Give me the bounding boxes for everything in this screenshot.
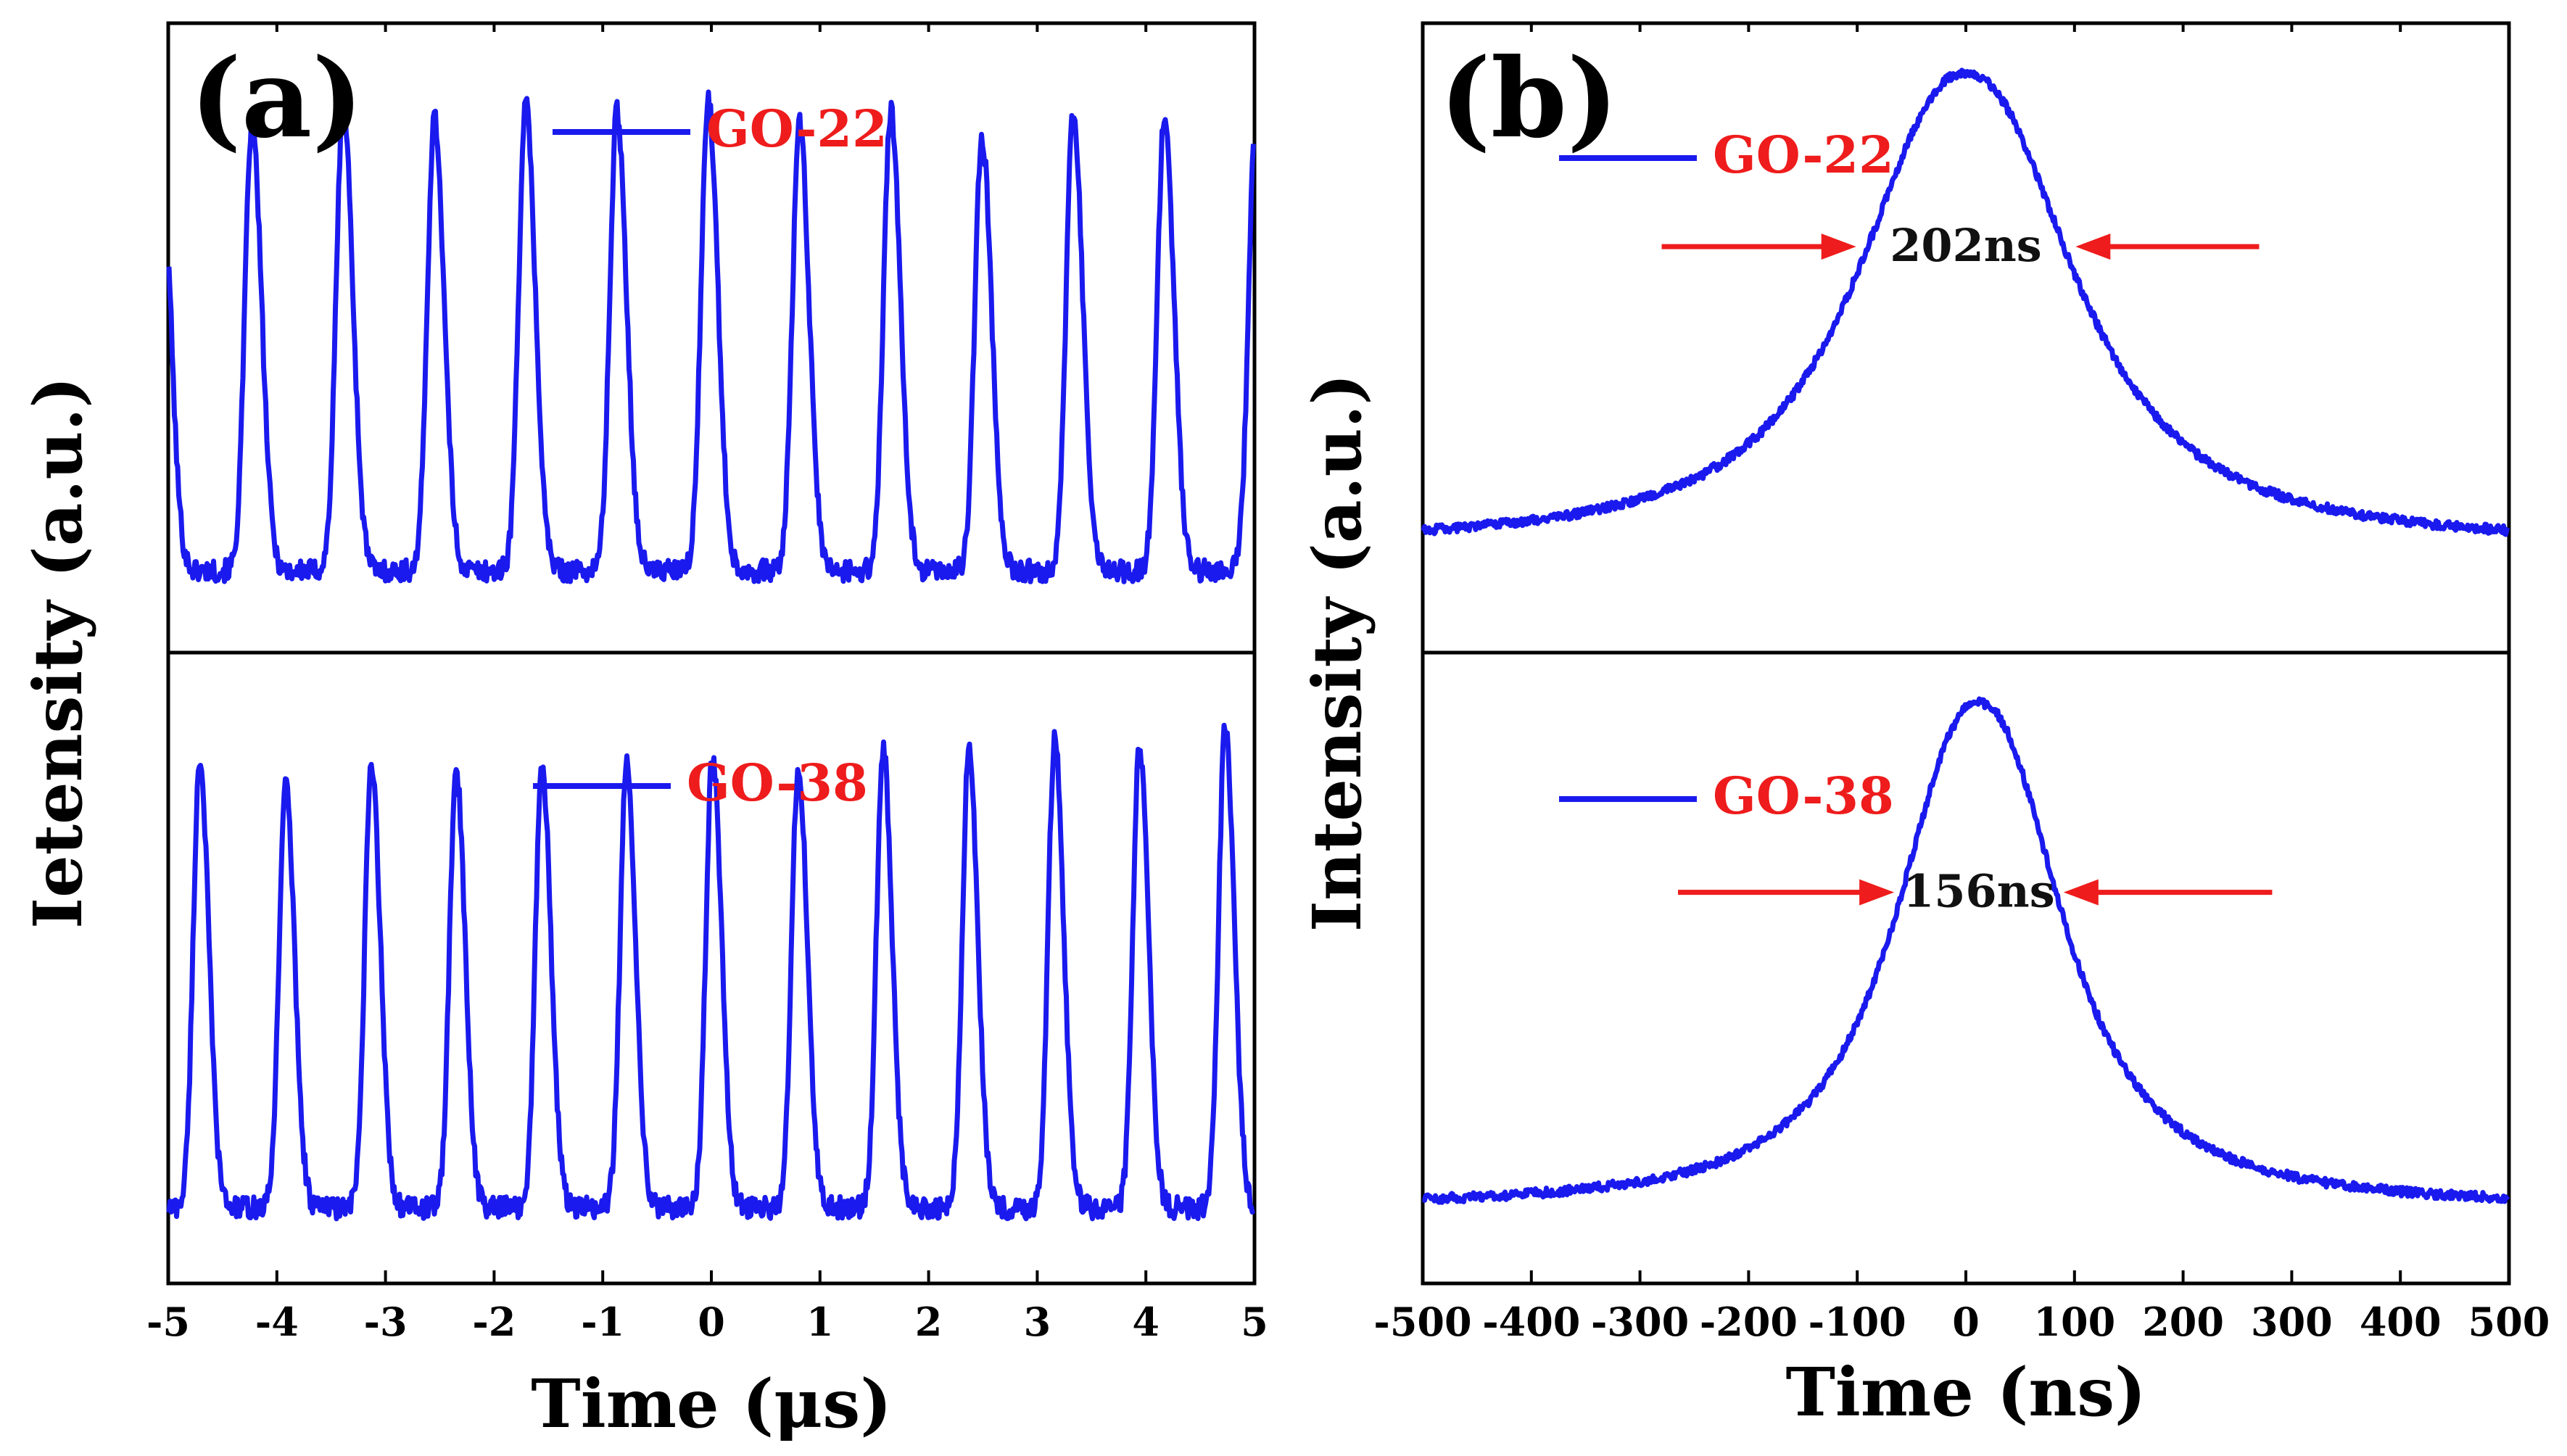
panel-a-x-axis-title: Time (μs) [531,1365,892,1443]
x-tick-label: -200 [1700,1299,1798,1345]
x-tick-label: 0 [698,1299,725,1345]
panel-b-traces [1421,67,2510,1205]
x-tick-label: -2 [472,1299,516,1345]
panel-a-x-ticks: -5 -4 -3 -2 -1 0 1 2 3 4 5 [146,23,1268,1345]
panel-b-legends: GO-22 GO-38 [1559,125,1894,826]
panel-b-x-ticks: -500 -400 -300 -200 -100 0 100 200 300 400 500 [1373,23,2550,1345]
x-tick-label: 4 [1132,1299,1160,1345]
x-tick-label: 300 [2251,1299,2333,1345]
x-tick-label: 2 [915,1299,943,1345]
x-tick-label: -3 [364,1299,408,1345]
panel-b-label: (b) [1439,35,1619,162]
x-tick-label: 3 [1024,1299,1051,1345]
series-line-go-38 [1421,696,2510,1205]
x-tick-label: 1 [806,1299,834,1345]
x-tick-label: 400 [2360,1299,2442,1345]
series-line-go-38 [166,722,1256,1222]
x-tick-label: -500 [1373,1299,1471,1345]
fwhm-arrow-left-head [1821,233,1856,260]
panel-a-label: (a) [190,35,363,162]
panel-b: -500 -400 -300 -200 -100 0 100 200 300 400 500 GO-… [1298,21,2550,1431]
panel-a-traces [166,89,1256,1222]
panel-b-fwhm-annotations: 202ns 156ns [1661,219,2273,918]
x-tick-label: -5 [146,1299,190,1345]
series-line-go-22 [1421,67,2510,537]
x-tick-label: -100 [1809,1299,1906,1345]
series-line-go-22 [166,89,1256,584]
legend-label: GO-22 [1713,125,1894,185]
x-tick-label: 200 [2142,1299,2224,1345]
panel-a-legends: GO-22 GO-38 [533,99,888,813]
fwhm-arrow-right-head [2063,879,2099,906]
x-tick-label: -300 [1591,1299,1689,1345]
legend-label: GO-22 [706,99,888,159]
x-tick-label: -1 [581,1299,624,1345]
x-tick-label: 100 [2033,1299,2115,1345]
fwhm-label-go-38: 156ns [1903,865,2054,918]
panel-a: -5 -4 -3 -2 -1 0 1 2 3 4 5 GO-22 GO-38 (a) Time (μs… [19,21,1268,1443]
x-tick-label: -4 [255,1299,299,1345]
x-tick-label: 0 [1952,1299,1980,1345]
legend-label: GO-38 [687,753,868,813]
fwhm-arrow-right-head [2075,233,2111,260]
panel-a-y-axis-title: Ietensity (a.u.) [19,376,97,929]
panel-b-x-axis-title: Time (ns) [1785,1353,2146,1431]
x-tick-label: 5 [1241,1299,1268,1345]
fwhm-label-go-22: 202ns [1890,219,2041,272]
legend-label: GO-38 [1713,766,1894,826]
x-tick-label: 500 [2468,1299,2550,1345]
panel-b-y-axis-title: Intensity (a.u.) [1298,373,1376,932]
x-tick-label: -400 [1482,1299,1580,1345]
fwhm-arrow-left-head [1859,879,1895,906]
